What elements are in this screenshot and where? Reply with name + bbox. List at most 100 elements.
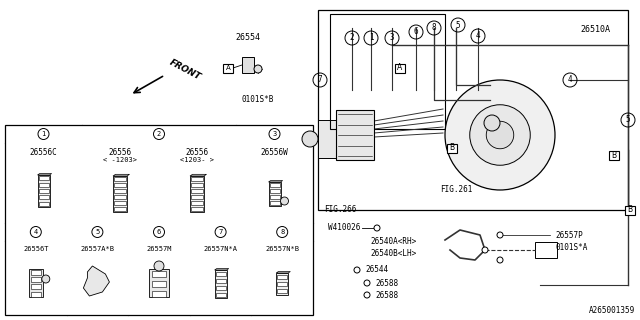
Text: FIG.261: FIG.261 [440,185,472,194]
Bar [277,275,287,279]
Text: 1: 1 [42,131,45,137]
Circle shape [302,131,318,147]
Bar [38,176,49,180]
Bar [191,189,203,193]
Text: 26557A*B: 26557A*B [81,246,115,252]
Polygon shape [214,268,228,270]
Bar [269,189,280,193]
Bar [277,282,287,286]
Bar [38,183,49,187]
Circle shape [374,225,380,231]
Text: 26557N*B: 26557N*B [265,246,300,252]
Text: 8: 8 [280,229,284,235]
Text: 1: 1 [369,34,373,43]
Polygon shape [276,272,291,273]
Bar [277,289,287,293]
Text: 26557M: 26557M [147,246,172,252]
Bar [330,14,445,129]
Text: A265001359: A265001359 [589,306,635,315]
Bar [114,207,126,211]
Polygon shape [83,266,109,296]
Bar [214,270,227,298]
Bar [29,269,43,297]
Text: 26588: 26588 [375,278,398,287]
Text: 7: 7 [317,76,323,84]
Circle shape [482,247,488,253]
Bar [223,63,233,73]
Circle shape [364,280,370,286]
Bar [269,183,280,187]
Bar [31,277,41,282]
Text: 6: 6 [413,28,419,36]
Bar [318,120,340,158]
Circle shape [486,121,514,149]
Text: 3: 3 [390,34,394,43]
Text: 26556T: 26556T [23,246,49,252]
Bar [535,242,557,258]
Bar [191,207,203,211]
Polygon shape [113,174,129,176]
Bar [38,189,49,193]
Bar [269,182,280,206]
Bar [191,195,203,199]
Circle shape [445,80,555,190]
Text: B: B [611,150,616,159]
Text: 4: 4 [568,76,572,84]
Text: A: A [397,63,403,73]
Text: 26544: 26544 [365,266,388,275]
Bar [38,196,49,199]
Text: 8: 8 [432,23,436,33]
Text: 5: 5 [626,116,630,124]
Bar [216,292,226,297]
Text: B: B [627,205,632,214]
Bar [191,201,203,205]
Bar [242,57,254,73]
Bar [216,271,226,276]
Text: <1203- >: <1203- > [180,157,214,163]
Text: 0101S*B: 0101S*B [242,95,274,105]
Bar [152,271,166,277]
Text: 5: 5 [95,229,100,235]
Bar [152,281,166,287]
Text: 4: 4 [476,31,480,41]
Circle shape [42,275,50,283]
Text: 2: 2 [349,34,355,43]
Bar [31,269,41,275]
Bar [191,183,203,187]
Circle shape [497,232,503,238]
Bar [276,273,288,295]
Circle shape [364,292,370,298]
Text: 3: 3 [273,131,276,137]
Bar [38,175,49,207]
Bar [191,177,203,181]
Bar [625,205,635,214]
Circle shape [470,105,531,165]
Bar [114,183,126,187]
Polygon shape [190,174,207,176]
Text: 26556W: 26556W [260,148,289,157]
Bar [190,176,204,212]
Bar [114,177,126,181]
Text: 5: 5 [456,20,460,29]
Text: 4: 4 [34,229,38,235]
Bar [114,195,126,199]
Bar [336,110,374,160]
Bar [5,125,313,315]
Text: A: A [226,65,230,71]
Text: 2: 2 [157,131,161,137]
Text: 26510A: 26510A [580,26,610,35]
Bar [114,201,126,205]
Text: 26540B<LH>: 26540B<LH> [370,249,416,258]
Circle shape [280,197,289,205]
Circle shape [354,267,360,273]
Text: 7: 7 [218,229,223,235]
Text: 0101S*A: 0101S*A [555,244,588,252]
Bar [269,201,280,205]
Polygon shape [38,173,52,175]
Text: 26540A<RH>: 26540A<RH> [370,237,416,246]
Bar [395,63,405,73]
Bar [31,284,41,289]
Text: 6: 6 [157,229,161,235]
Bar [216,278,226,283]
Text: < -1203>: < -1203> [103,157,137,163]
